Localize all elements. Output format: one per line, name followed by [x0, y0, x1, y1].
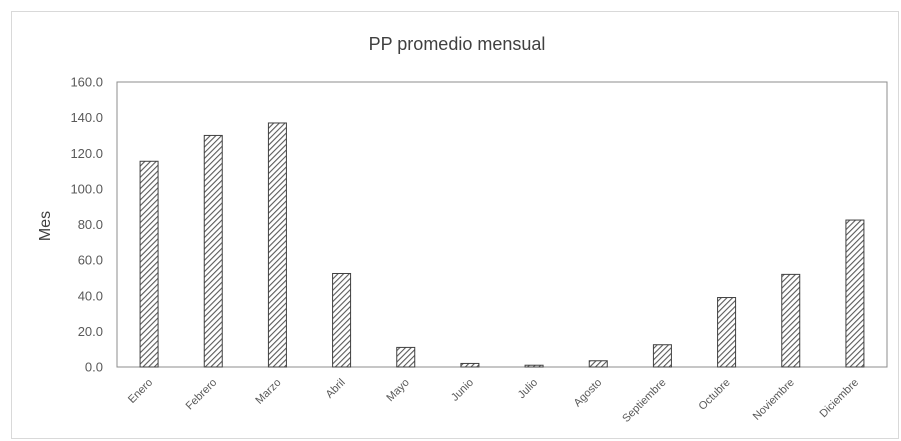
bar-octubre — [717, 297, 737, 368]
y-tick-label: 80.0 — [78, 217, 103, 232]
bar-febrero — [203, 134, 223, 368]
x-axis: Enero Febrero Marzo Abril Mayo Junio Julio Agos… — [126, 377, 861, 425]
y-tick-label: 120.0 — [70, 146, 103, 161]
chart-title: PP promedio mensual — [369, 34, 546, 54]
y-tick-label: 160.0 — [70, 75, 103, 90]
x-tick-label: Agosto — [572, 377, 605, 410]
y-tick-label: 100.0 — [70, 181, 103, 196]
bar-series — [139, 122, 865, 368]
y-tick-label: 20.0 — [78, 324, 103, 339]
x-tick-label: Octubre — [697, 377, 733, 413]
bar-julio — [524, 364, 544, 368]
bar-diciembre — [845, 219, 865, 368]
bar-mayo — [396, 346, 416, 368]
y-tick-label: 140.0 — [70, 110, 103, 125]
bar-junio — [460, 362, 480, 368]
bar-abril — [332, 272, 352, 368]
bar-enero — [139, 160, 159, 368]
bar-marzo — [267, 122, 287, 368]
x-tick-label: Marzo — [253, 377, 283, 407]
bar-septiembre — [652, 344, 672, 368]
y-axis-title: Mes — [37, 211, 54, 241]
x-tick-label: Abril — [324, 377, 348, 401]
y-tick-label: 60.0 — [78, 253, 103, 268]
x-tick-label: Julio — [516, 377, 540, 401]
x-tick-label: Noviembre — [751, 377, 797, 423]
x-tick-label: Febrero — [184, 377, 220, 413]
x-tick-label: Septiembre — [620, 377, 668, 425]
y-axis: 0.0 20.0 40.0 60.0 80.0 100.0 120.0 140.0 160.0 — [70, 75, 103, 375]
x-tick-label: Diciembre — [818, 377, 861, 420]
bar-agosto — [588, 360, 608, 368]
y-tick-label: 40.0 — [78, 288, 103, 303]
x-tick-label: Enero — [126, 377, 155, 406]
x-tick-label: Junio — [449, 377, 476, 404]
bar-noviembre — [781, 273, 801, 368]
x-tick-label: Mayo — [384, 377, 412, 405]
plot-area-border — [116, 81, 888, 368]
y-tick-label: 0.0 — [85, 360, 103, 375]
